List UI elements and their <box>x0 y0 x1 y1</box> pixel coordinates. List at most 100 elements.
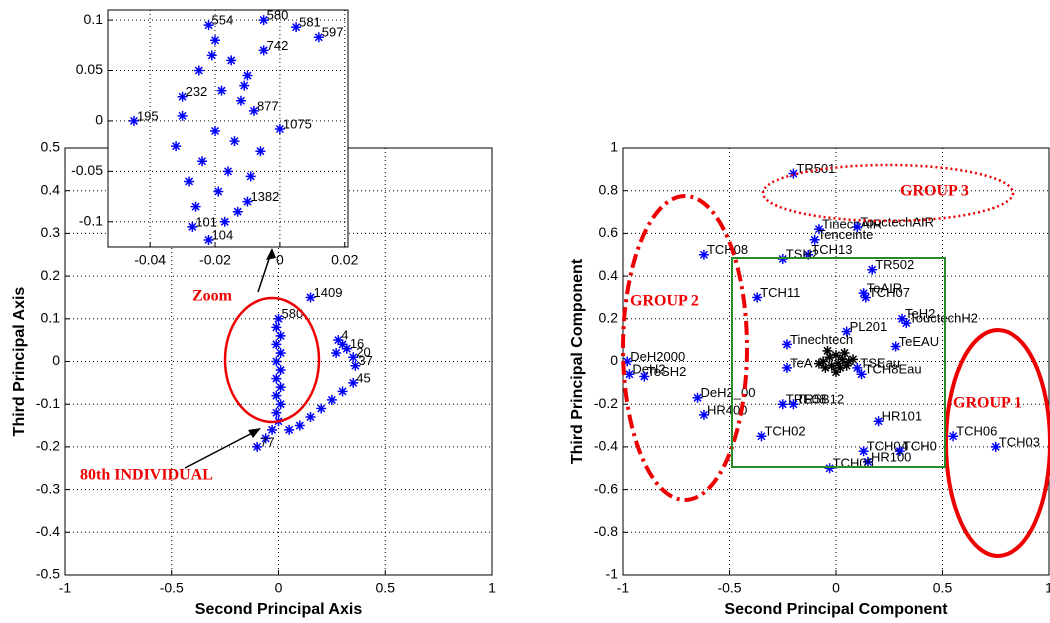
point <box>835 362 846 373</box>
zoom-ellipse <box>223 296 321 424</box>
point-label: TCH08 <box>707 242 748 257</box>
point <box>313 32 324 43</box>
point <box>333 335 344 346</box>
point <box>831 367 841 378</box>
point <box>839 347 850 358</box>
point-label: 742 <box>267 38 289 53</box>
point-label: TCH11 <box>760 285 800 300</box>
y-tick-label: 0.05 <box>76 61 103 77</box>
point <box>273 313 284 324</box>
x-tick-label: 0.5 <box>933 580 953 596</box>
point <box>216 85 227 96</box>
point <box>305 292 316 303</box>
point <box>258 45 269 56</box>
point <box>275 365 286 376</box>
point <box>275 399 286 410</box>
point <box>873 416 884 427</box>
x-tick-label: 0 <box>276 252 284 268</box>
point <box>223 166 233 177</box>
x-tick-label: 1 <box>488 580 496 596</box>
point-label: HR101 <box>882 409 922 424</box>
point <box>271 339 282 350</box>
point <box>271 322 282 333</box>
point <box>852 221 863 232</box>
y-tick-label: 0.4 <box>41 181 61 197</box>
point-label: 1075 <box>283 116 312 131</box>
point <box>624 369 635 380</box>
point-label: TCH0 <box>903 439 937 454</box>
point <box>820 362 831 373</box>
point-label: TCH05 <box>833 456 874 471</box>
point-label: TRE08 <box>786 392 826 407</box>
point <box>275 347 286 358</box>
y-tick-label: -0.4 <box>594 438 618 454</box>
point-label: TR502 <box>875 257 914 272</box>
y-tick-label: -0.1 <box>36 395 60 411</box>
point <box>275 330 286 341</box>
center-box <box>731 257 946 468</box>
y-tick-label: -0.5 <box>36 566 60 582</box>
y-tick-label: 0 <box>95 112 103 128</box>
point-label: TCH07 <box>869 285 910 300</box>
point-label: 16 <box>350 336 364 351</box>
point <box>867 264 878 275</box>
point <box>818 356 829 367</box>
individual-arrow <box>184 429 259 469</box>
group3-ellipse <box>761 163 1015 223</box>
point-label: TCH02 <box>764 424 805 439</box>
point <box>824 352 835 363</box>
x-tick-label: 0.02 <box>331 252 358 268</box>
y-tick-label: 0.1 <box>41 310 61 326</box>
y-tick-label: -0.8 <box>594 523 618 539</box>
point <box>337 339 348 350</box>
point <box>267 424 278 435</box>
point <box>341 343 352 354</box>
point-label: Tinechtech <box>790 332 853 347</box>
point <box>897 313 908 324</box>
point-label: 1382 <box>250 189 279 204</box>
annotation: GROUP 3 <box>900 183 969 200</box>
point-label: 45 <box>356 370 370 385</box>
point <box>841 360 852 371</box>
point <box>248 105 259 116</box>
point-label: 101 <box>195 214 217 229</box>
point-label: TCH8Eau <box>865 362 922 377</box>
y-tick-label: 0.1 <box>84 11 104 27</box>
y-tick-label: -0.6 <box>594 480 618 496</box>
point <box>128 115 139 126</box>
point <box>777 399 788 410</box>
point-label: 597 <box>322 25 344 40</box>
point <box>833 358 844 369</box>
point <box>271 407 282 418</box>
point-label: 1409 <box>314 285 343 300</box>
point <box>858 288 869 299</box>
x-tick-label: 0 <box>275 580 283 596</box>
y-tick-label: 0.2 <box>599 310 619 326</box>
point <box>990 441 1001 452</box>
point <box>841 326 852 337</box>
x-tick-label: 0 <box>832 580 840 596</box>
point <box>698 409 709 420</box>
y-tick-label: 0.5 <box>41 139 61 155</box>
point-label: DeH2000 <box>630 349 685 364</box>
x-axis-label: Second Principal Axis <box>195 601 363 618</box>
point <box>782 339 793 350</box>
point <box>788 168 799 179</box>
point <box>213 186 224 197</box>
point-label: 554 <box>212 13 234 28</box>
point <box>860 292 871 303</box>
point <box>639 371 650 382</box>
point <box>275 382 286 393</box>
point-label: DeH2 <box>632 362 665 377</box>
point <box>294 420 305 431</box>
x-tick-label: -0.02 <box>199 252 231 268</box>
point <box>831 350 841 361</box>
point <box>326 394 337 405</box>
point <box>782 362 793 373</box>
x-tick-label: -0.5 <box>160 580 184 596</box>
point <box>239 80 250 91</box>
group2-ellipse <box>621 194 749 502</box>
point-label: 580 <box>282 306 304 321</box>
x-axis-label: Second Principal Component <box>724 601 948 618</box>
point <box>229 136 240 147</box>
